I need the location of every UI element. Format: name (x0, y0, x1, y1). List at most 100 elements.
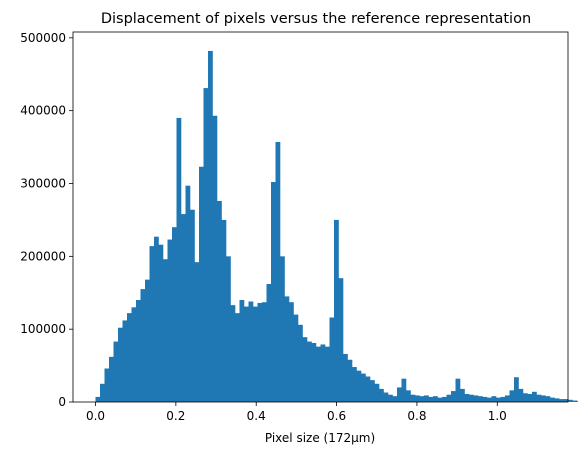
histogram-bar (527, 393, 533, 402)
histogram-bar (419, 396, 425, 402)
histogram-bar (433, 396, 438, 402)
plot-frame (72, 31, 569, 403)
y-tick-label: 300000 (20, 176, 66, 190)
histogram-bar (338, 278, 344, 402)
histogram-bars (95, 50, 578, 403)
histogram-bar (374, 383, 380, 402)
histogram-bar (455, 378, 461, 402)
histogram-bar (163, 259, 168, 402)
histogram-bar (478, 396, 483, 402)
histogram-bar (415, 395, 420, 402)
histogram-bar (496, 397, 501, 402)
histogram-bar (248, 301, 254, 402)
y-tick-label: 400000 (20, 104, 66, 118)
histogram-bar (235, 313, 240, 402)
histogram-bar (325, 346, 330, 402)
histogram-bar (446, 394, 452, 402)
histogram-bar (271, 182, 276, 402)
histogram-bar (194, 262, 200, 402)
histogram-bar (253, 306, 258, 402)
histogram-bar (334, 219, 339, 402)
histogram-bar (307, 341, 312, 402)
histogram-bar (532, 391, 537, 402)
histogram-bar (257, 302, 263, 402)
histogram-bar (208, 50, 213, 402)
histogram-bar (136, 300, 141, 402)
histogram-bar (352, 367, 357, 402)
histogram-bar (118, 327, 123, 402)
histogram-bar (221, 219, 227, 402)
histogram-bar (464, 393, 470, 402)
histogram-bar (410, 394, 416, 402)
histogram-bar (167, 239, 173, 402)
histogram-bar (397, 387, 402, 402)
histogram-bar (311, 343, 317, 402)
histogram-bar (190, 209, 195, 402)
x-tick-label: 1.0 (488, 409, 507, 423)
histogram-bar (226, 256, 231, 402)
histogram-bar (122, 320, 128, 402)
x-axis-ticks: 0.0 0.2 0.4 0.6 0.8 1.0 (86, 402, 507, 423)
histogram-bar (500, 396, 506, 402)
histogram-bar (406, 390, 411, 402)
histogram-bar (289, 302, 294, 402)
histogram-bar (298, 324, 303, 402)
histogram-bar (356, 370, 362, 402)
chart-title: Displacement of pixels versus the refere… (101, 11, 531, 27)
x-axis-title: Pixel size (172µm) (265, 431, 375, 445)
histogram-bar (451, 391, 456, 402)
histogram-bar (347, 359, 353, 402)
histogram-bar (320, 344, 326, 402)
histogram-bar (473, 395, 479, 402)
x-tick-label: 0.4 (247, 409, 266, 423)
histogram-bar (329, 317, 335, 402)
histogram-bar (149, 246, 155, 402)
histogram-bar (316, 346, 321, 402)
x-tick-label: 0.0 (86, 409, 105, 423)
histogram-bar (131, 307, 137, 402)
histogram-bar (275, 141, 281, 403)
histogram-bar (158, 244, 164, 402)
x-tick-label: 0.6 (327, 409, 346, 423)
histogram-bar (217, 200, 222, 402)
histogram-bar (140, 289, 146, 402)
histogram-bar (284, 296, 290, 402)
histogram-bar (388, 394, 393, 402)
histogram-bar (100, 383, 105, 402)
histogram-bar (203, 88, 209, 402)
histogram-bar (482, 396, 488, 402)
histogram-bar (239, 300, 245, 402)
histogram-bar (469, 394, 474, 402)
histogram-bar (460, 388, 465, 402)
histogram-bar (491, 396, 497, 402)
histogram-bar (176, 117, 182, 402)
histogram-bar (181, 214, 186, 402)
histogram-bar (401, 378, 407, 402)
histogram-bar (127, 313, 132, 402)
histogram-bar (113, 341, 119, 402)
histogram-bar (244, 306, 249, 402)
histogram-bar (379, 388, 384, 402)
histogram-bar (262, 302, 267, 402)
histogram-bar (361, 373, 366, 402)
histogram-bar (280, 256, 285, 402)
histogram-bar (104, 368, 110, 402)
histogram-bar (343, 353, 348, 402)
histogram-bar (514, 377, 519, 402)
histogram-bar (95, 396, 101, 402)
histogram-bar (302, 337, 308, 402)
x-tick-label: 0.8 (407, 409, 426, 423)
histogram-bar (370, 380, 375, 402)
histogram-bar (383, 392, 389, 402)
histogram-bar (545, 396, 551, 402)
x-tick-label: 0.2 (166, 409, 185, 423)
histogram-bar (487, 397, 492, 402)
histogram-bar (145, 279, 150, 402)
histogram-bar (505, 395, 510, 402)
histogram-bar (568, 399, 573, 402)
y-tick-label: 200000 (20, 249, 66, 263)
histogram-bar (199, 166, 204, 402)
histogram-bar (172, 227, 177, 402)
histogram-bar (442, 396, 447, 402)
